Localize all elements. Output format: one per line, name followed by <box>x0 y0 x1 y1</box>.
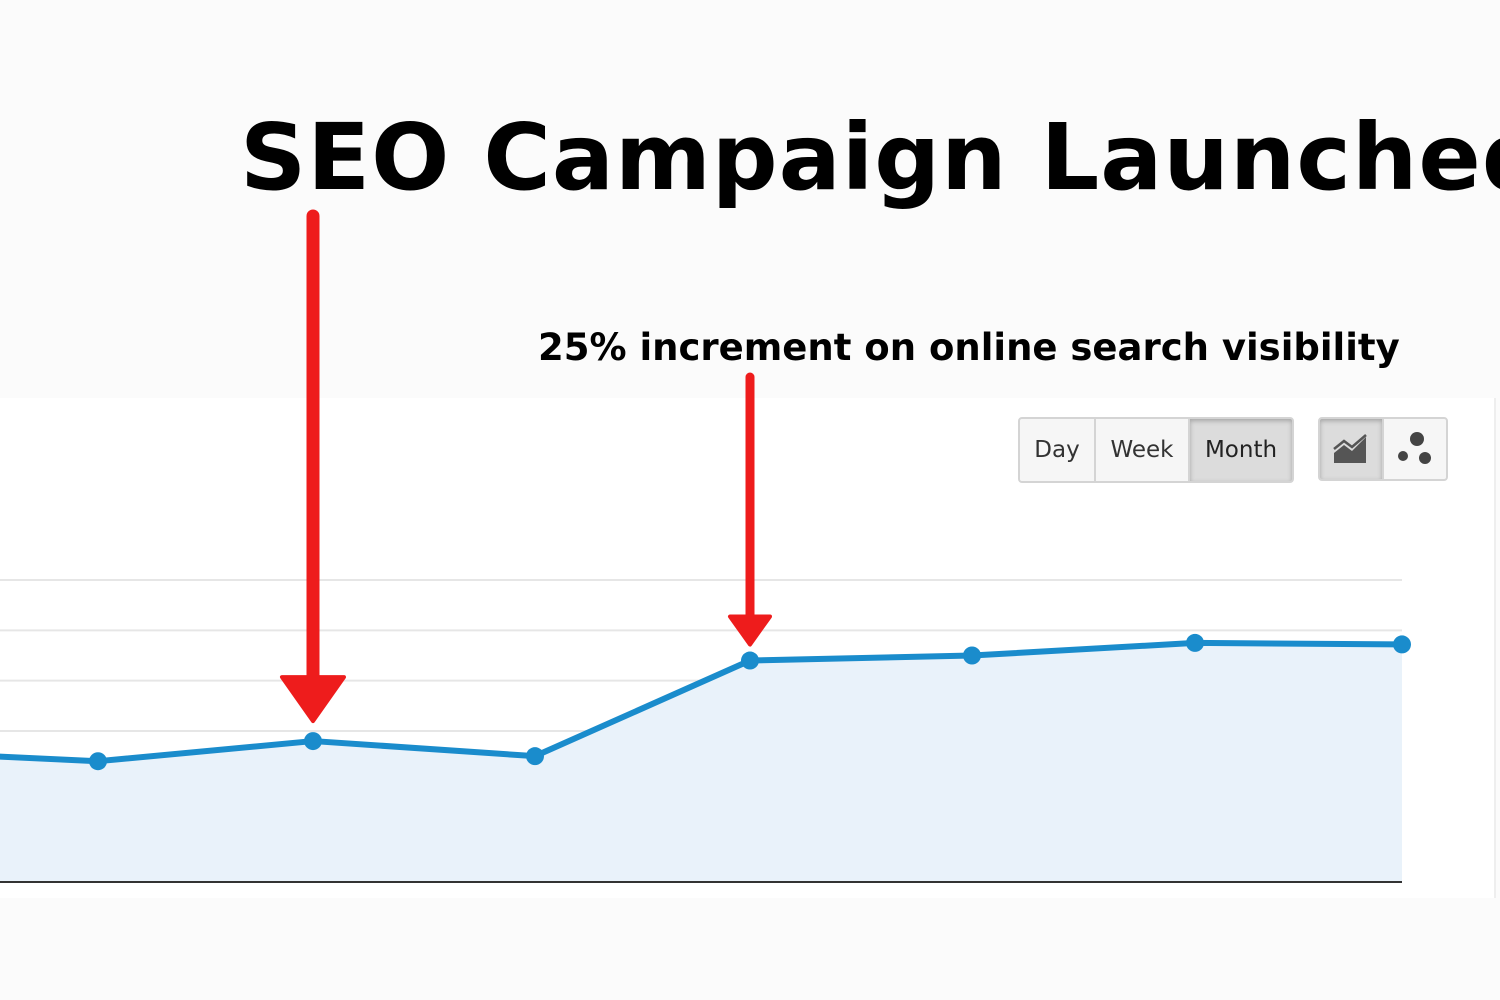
data-points <box>89 633 1411 771</box>
annotation-arrows <box>280 209 772 724</box>
data-point <box>1393 635 1411 654</box>
view-toggle <box>1318 417 1448 481</box>
line-chart-view-button[interactable] <box>1320 419 1384 479</box>
data-point <box>1186 633 1204 652</box>
annotation-text: 25% increment on online search visibilit… <box>538 326 1400 369</box>
chart-panel-edge <box>1494 398 1496 898</box>
area-fill <box>0 642 1402 882</box>
line-chart-icon <box>1333 434 1367 463</box>
series-line <box>0 639 1403 765</box>
page-title: SEO Campaign Launched <box>240 104 1500 211</box>
data-point <box>741 651 759 670</box>
motion-chart-view-button[interactable] <box>1384 419 1446 479</box>
period-toggle: Day Week Month <box>1018 417 1294 483</box>
motion-chart-icon <box>1398 432 1431 464</box>
day-button[interactable]: Day <box>1020 419 1096 481</box>
week-button[interactable]: Week <box>1096 419 1190 481</box>
data-point <box>89 752 107 771</box>
data-point <box>963 646 981 665</box>
data-point <box>304 732 322 751</box>
month-button[interactable]: Month <box>1190 419 1292 481</box>
data-point <box>526 747 544 766</box>
annotation-arrow-head <box>280 675 346 724</box>
annotation-arrow-head <box>728 614 772 647</box>
